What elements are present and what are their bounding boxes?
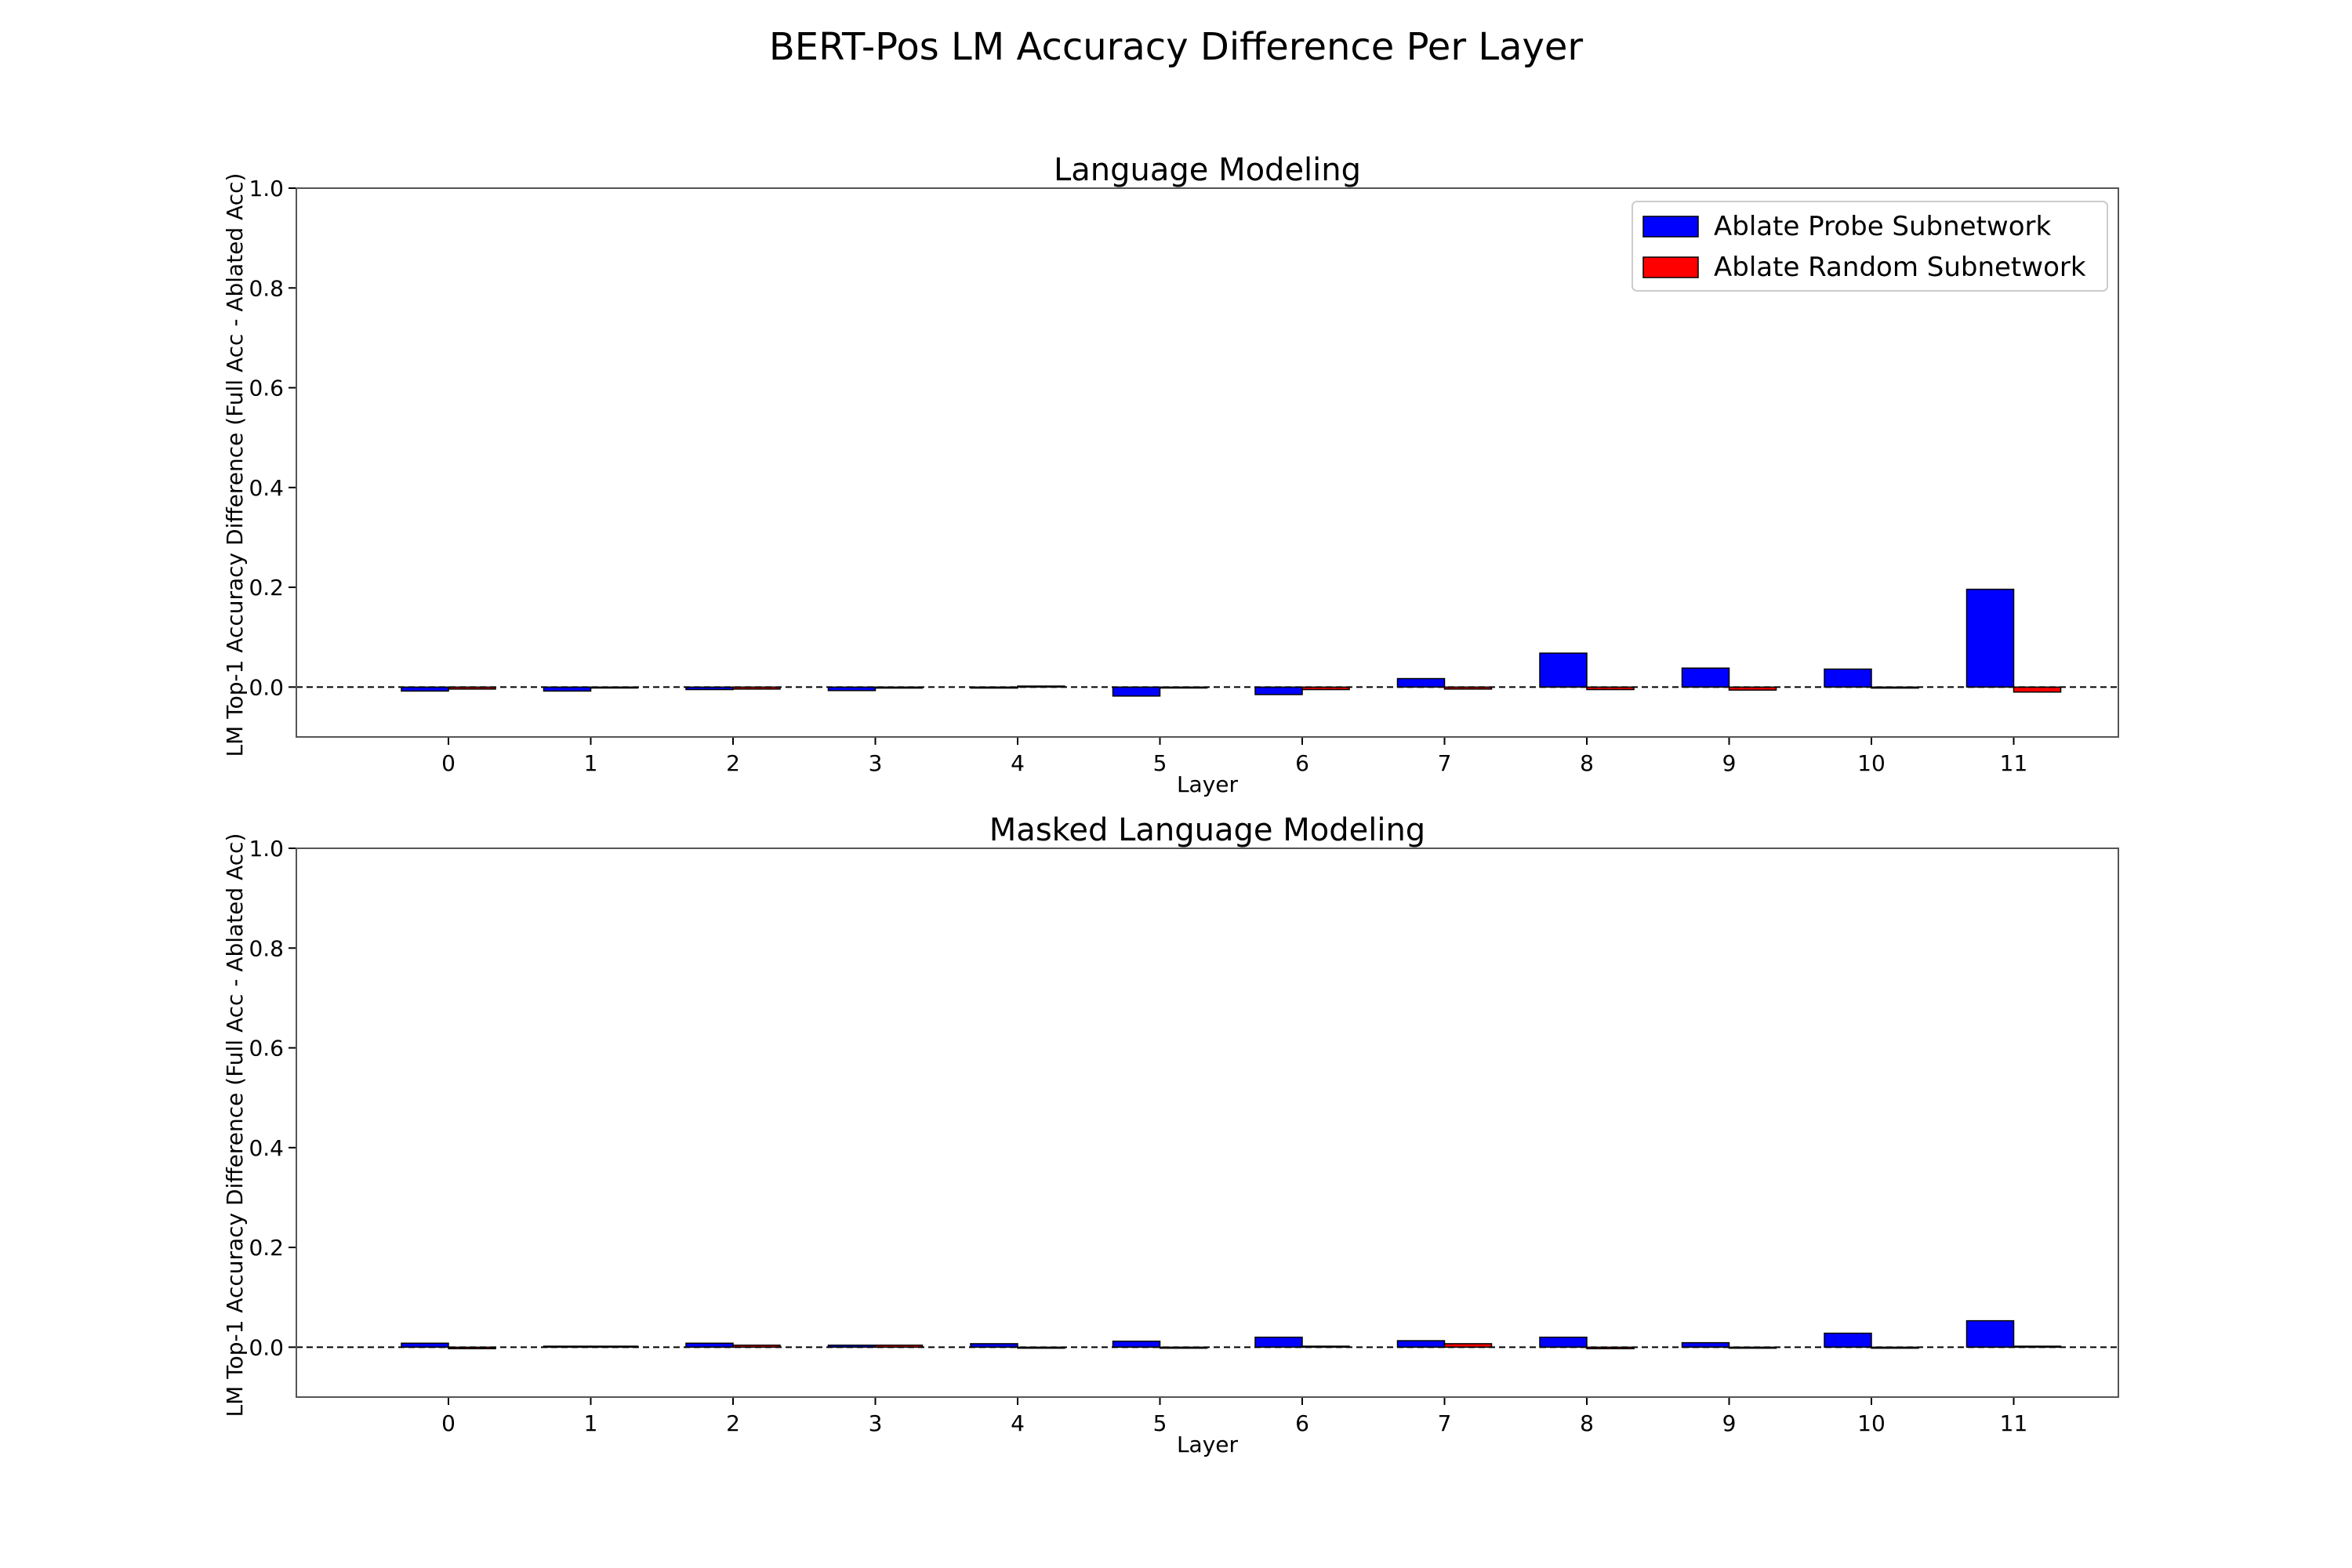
bar-random-layer-7 [1443,686,1493,690]
axes-frame [296,187,2119,738]
x-tick-label: 11 [2000,750,2028,776]
y-tick-label: 0.4 [249,1135,284,1161]
x-tick-label: 6 [1295,750,1309,776]
y-tick-label: 1.0 [249,176,284,201]
bar-random-layer-9 [1728,686,1777,691]
y-tick-label: 0.8 [249,275,284,301]
x-tick-label: 0 [441,750,456,776]
plot-area: 0.0 0.2 0.4 0.6 0.8 1.0 0 1 2 3 4 5 6 7 8 9 10 11 [249,836,2119,1436]
y-tick-label: 0.0 [249,1334,284,1360]
bar-probe-layer-5 [1112,1340,1161,1348]
legend-label: Ablate Random Subnetwork [1714,252,2086,283]
bar-random-layer-8 [1586,686,1635,691]
panel-title: Language Modeling [1054,152,1361,188]
bar-probe-layer-9 [1681,667,1730,688]
figure-title: BERT-Pos LM Accuracy Difference Per Laye… [769,25,1584,69]
x-tick-label: 5 [1153,750,1167,776]
bar-probe-layer-7 [1396,1340,1446,1348]
panel-title: Masked Language Modeling [989,812,1425,848]
bar-random-layer-7 [1443,1343,1493,1348]
bar-probe-layer-11 [1965,1319,2015,1348]
y-tick-label: 0.4 [249,475,284,501]
bar-probe-layer-5 [1112,686,1161,697]
bar-probe-layer-8 [1539,1336,1588,1348]
x-axis-label: Layer [1177,771,1239,797]
x-tick-label: 0 [441,1410,456,1436]
bar-probe-layer-6 [1254,1336,1303,1348]
x-tick-label: 9 [1722,750,1737,776]
x-tick-label: 8 [1580,750,1594,776]
y-tick-label: 0.6 [249,376,284,401]
y-axis-label: LM Top-1 Accuracy Difference (Full Acc -… [222,833,248,1417]
y-tick-label: 0.0 [249,674,284,700]
bar-probe-layer-10 [1824,668,1872,688]
x-axis-label: Layer [1177,1432,1239,1457]
x-tick-label: 6 [1295,1410,1309,1436]
bar-probe-layer-10 [1824,1332,1872,1348]
y-tick-label: 1.0 [249,836,284,862]
bar-probe-layer-7 [1396,677,1446,688]
x-tick-label: 2 [726,750,740,776]
panel-masked-language-modeling: Masked Language Modeling 0.0 0.2 0.4 0.6 0.8… [222,812,2119,1457]
legend: Ablate Probe Subnetwork Ablate Random Sub… [1632,201,2108,292]
y-axis-label: LM Top-1 Accuracy Difference (Full Acc -… [222,173,248,757]
x-tick-label: 1 [584,750,598,776]
x-tick-label: 4 [1011,750,1025,776]
x-tick-label: 3 [869,750,883,776]
y-tick-label: 0.8 [249,935,284,961]
legend-swatch [1642,256,1699,278]
plot-area: 0.0 0.2 0.4 0.6 0.8 1.0 0 1 2 3 4 5 6 7 8 9 10 11 [249,176,2119,776]
y-tick-label: 0.2 [249,1235,284,1261]
x-tick-label: 1 [584,1410,598,1436]
x-tick-label: 8 [1580,1410,1594,1436]
bar-probe-layer-8 [1539,652,1588,688]
x-tick-label: 4 [1011,1410,1025,1436]
legend-label: Ablate Probe Subnetwork [1714,211,2052,242]
x-tick-label: 2 [726,1410,740,1436]
bar-probe-layer-11 [1965,588,2015,688]
axes-frame [296,848,2119,1398]
x-tick-label: 10 [1857,750,1886,776]
x-tick-label: 11 [2000,1410,2028,1436]
x-tick-label: 7 [1438,750,1452,776]
panel-language-modeling: Language Modeling 0.0 0.2 0.4 0.6 0.8 1.0 0 1 2 3… [222,152,2119,797]
x-tick-label: 5 [1153,1410,1167,1436]
x-tick-label: 9 [1722,1410,1737,1436]
bar-random-layer-11 [2013,686,2062,693]
x-tick-label: 7 [1438,1410,1452,1436]
x-tick-label: 10 [1857,1410,1886,1436]
legend-swatch [1642,216,1699,238]
y-tick-label: 0.6 [249,1036,284,1062]
bar-probe-layer-6 [1254,686,1303,695]
x-tick-label: 3 [869,1410,883,1436]
legend-box [1632,201,2108,292]
y-tick-label: 0.2 [249,575,284,601]
